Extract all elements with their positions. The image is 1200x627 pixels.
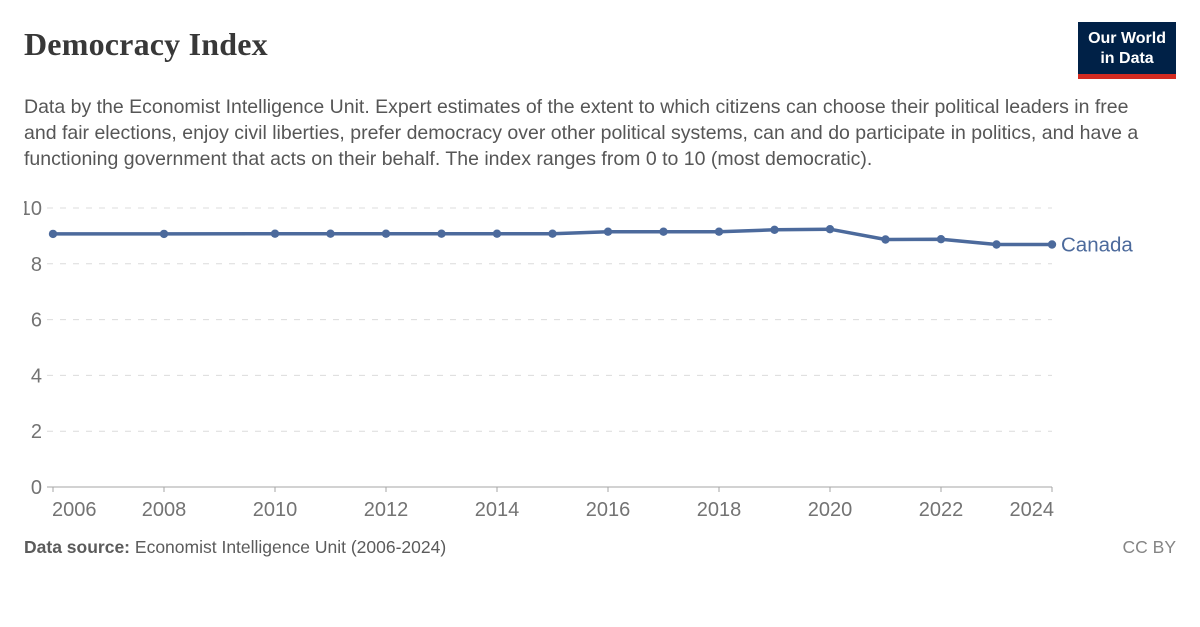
x-tick-label-2006: 2006 <box>52 499 97 521</box>
page-title: Democracy Index <box>24 26 268 62</box>
data-source: Data source: Economist Intelligence Unit… <box>24 537 446 558</box>
y-tick-label-2: 2 <box>31 421 42 443</box>
footer: Data source: Economist Intelligence Unit… <box>24 537 1176 558</box>
chart-subtitle: Data by the Economist Intelligence Unit.… <box>24 96 1139 171</box>
data-point-canada-2006[interactable] <box>48 229 58 239</box>
series-label-canada[interactable]: Canada <box>1061 234 1133 257</box>
data-source-label: Data source: <box>24 537 131 558</box>
x-tick-label-2014: 2014 <box>475 499 520 521</box>
y-tick-label-6: 6 <box>31 310 42 332</box>
y-tick-label-8: 8 <box>31 254 42 276</box>
data-point-canada-2021[interactable] <box>881 235 890 244</box>
y-tick-label-10: 10 <box>24 198 42 220</box>
data-point-canada-2022[interactable] <box>936 235 946 244</box>
x-tick-label-2010: 2010 <box>253 499 298 521</box>
x-tick-label-2022: 2022 <box>919 499 964 521</box>
data-point-canada-2024[interactable] <box>1047 240 1057 249</box>
data-source-text: Economist Intelligence Unit (2006-2024) <box>134 537 447 558</box>
data-point-canada-2010[interactable] <box>270 229 280 238</box>
data-point-canada-2019[interactable] <box>770 225 779 235</box>
x-tick-label-2018: 2018 <box>697 499 742 521</box>
data-point-canada-2017[interactable] <box>659 227 668 236</box>
owid-logo-line1: Our World <box>1088 30 1166 47</box>
owid-logo-line2: in Data <box>1100 49 1154 67</box>
data-point-canada-2011[interactable] <box>326 229 335 238</box>
license-badge[interactable]: CC BY <box>1122 537 1176 558</box>
line-chart: 0 2 4 6 8 10 2006 2008 2010 2012 2014 2016 2018 2020 2… <box>20 198 1134 521</box>
data-point-canada-2013[interactable] <box>437 229 446 238</box>
x-tick-label-2016: 2016 <box>586 499 631 521</box>
data-point-canada-2014[interactable] <box>492 229 502 238</box>
data-point-canada-2016[interactable] <box>603 227 613 236</box>
data-point-canada-2018[interactable] <box>714 227 724 236</box>
data-point-canada-2008[interactable] <box>159 229 169 239</box>
owid-logo[interactable]: Our World in Data <box>1078 22 1176 80</box>
y-tick-label-0: 0 <box>31 477 42 499</box>
data-point-canada-2012[interactable] <box>381 229 391 238</box>
x-tick-label-2008: 2008 <box>142 499 187 521</box>
data-point-canada-2023[interactable] <box>992 240 1001 249</box>
x-tick-label-2012: 2012 <box>364 499 409 521</box>
chart-area: 0 2 4 6 8 10 2006 2008 2010 2012 2014 2016 2018 2020 2… <box>20 196 1176 531</box>
x-tick-label-2020: 2020 <box>808 499 853 521</box>
x-tick-label-2024: 2024 <box>1010 499 1055 521</box>
data-point-canada-2020[interactable] <box>825 225 835 234</box>
header: Democracy Index Our World in Data <box>24 22 1176 80</box>
y-tick-label-4: 4 <box>31 365 42 387</box>
data-point-canada-2015[interactable] <box>548 229 557 238</box>
